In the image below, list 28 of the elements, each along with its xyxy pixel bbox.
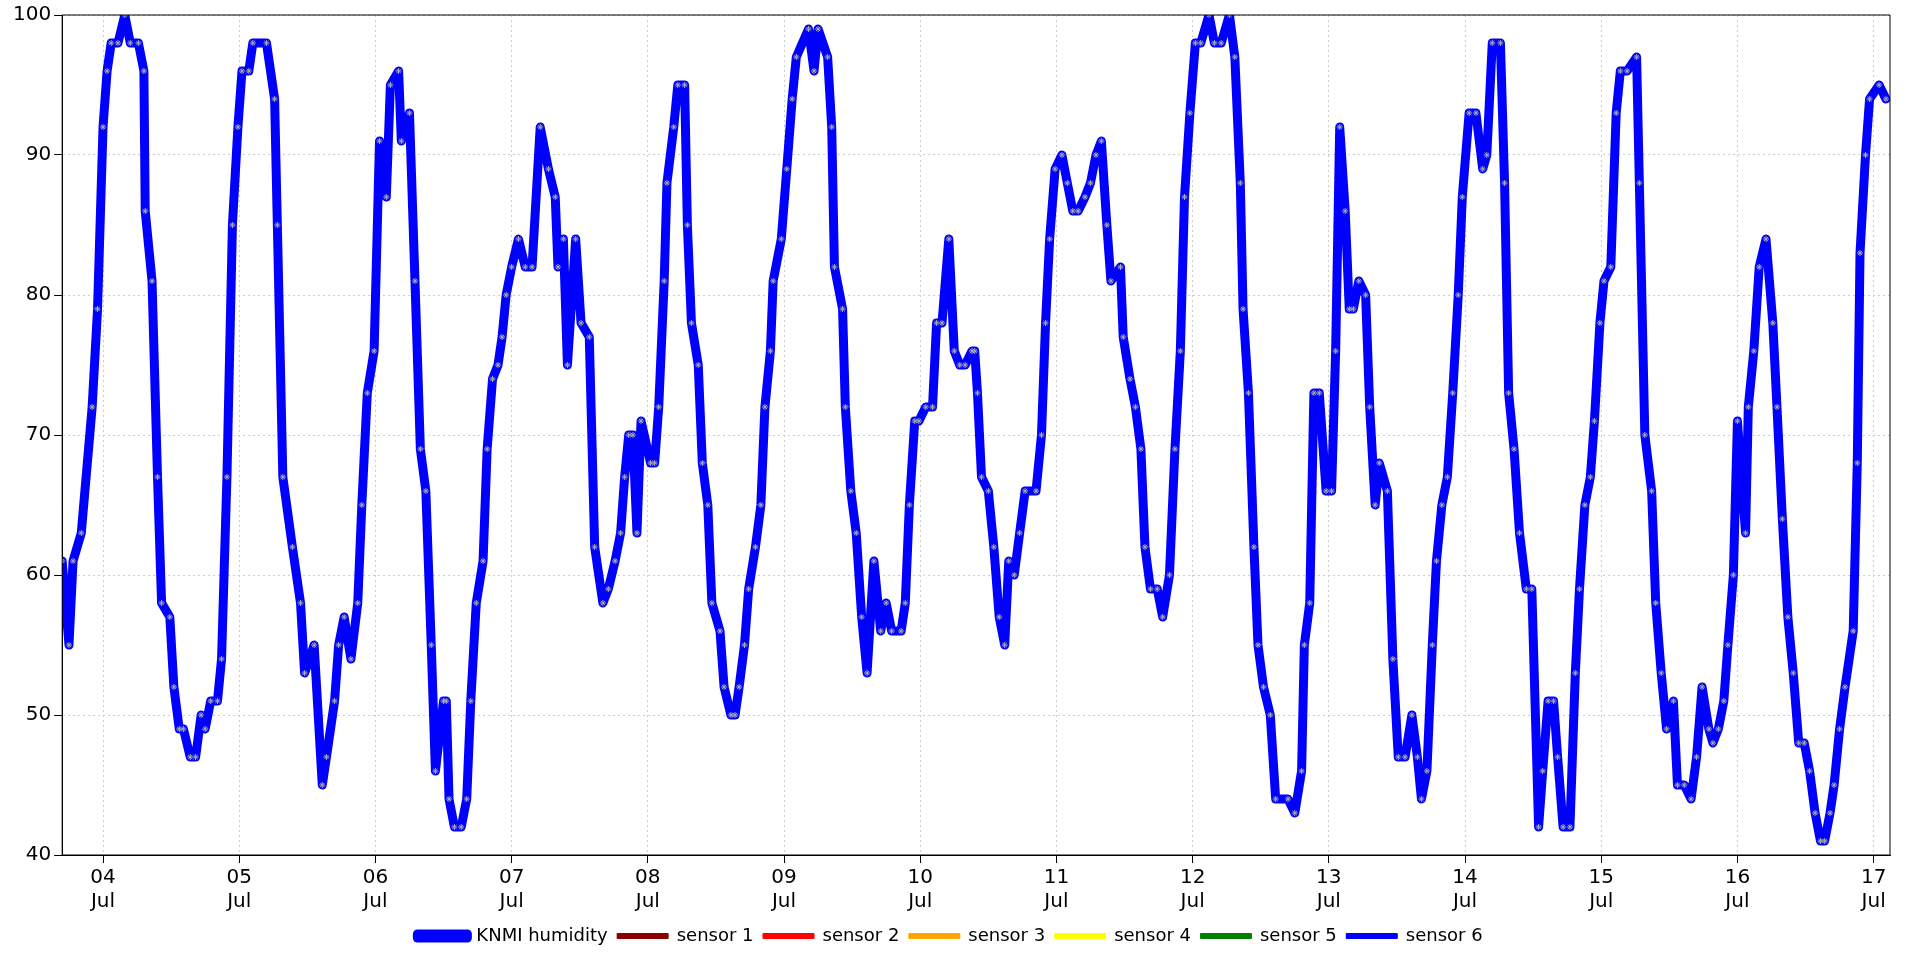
x-tick-label: 07 Jul [497, 864, 525, 913]
legend-label: sensor 6 [1405, 923, 1483, 945]
x-tick-label: 15 Jul [1587, 864, 1614, 913]
x-tick-label: 17 Jul [1859, 864, 1887, 913]
x-tick-label: 08 Jul [633, 864, 661, 913]
x-tick-label: 13 Jul [1314, 864, 1342, 913]
legend-label: sensor 2 [822, 923, 900, 945]
x-tick-label: 16 Jul [1723, 864, 1751, 913]
x-tick-label: 14 Jul [1450, 864, 1478, 913]
y-tick-label: 90 [25, 141, 52, 166]
x-tick-label: 10 Jul [906, 864, 933, 913]
legend-label: sensor 4 [1114, 923, 1191, 945]
y-tick-label: 40 [25, 841, 52, 866]
x-tick-label: 06 Jul [361, 864, 389, 913]
x-tick-label: 11 Jul [1042, 864, 1070, 913]
y-tick-label: 100 [12, 1, 52, 26]
x-tick-label: 09 Jul [769, 864, 797, 913]
y-tick-label: 80 [25, 281, 52, 306]
y-tick-label: 70 [25, 421, 52, 446]
y-tick-label: 60 [25, 561, 52, 586]
x-tick-label: 04 Jul [88, 864, 116, 913]
x-tick-label: 05 Jul [225, 864, 252, 913]
legend-label: sensor 1 [676, 923, 754, 945]
y-tick-label: 50 [25, 701, 52, 726]
legend-label: sensor 3 [968, 923, 1046, 945]
legend-label: KNMI humidity [476, 923, 609, 945]
legend-label: sensor 5 [1259, 923, 1337, 945]
x-tick-label: 12 Jul [1178, 864, 1206, 913]
